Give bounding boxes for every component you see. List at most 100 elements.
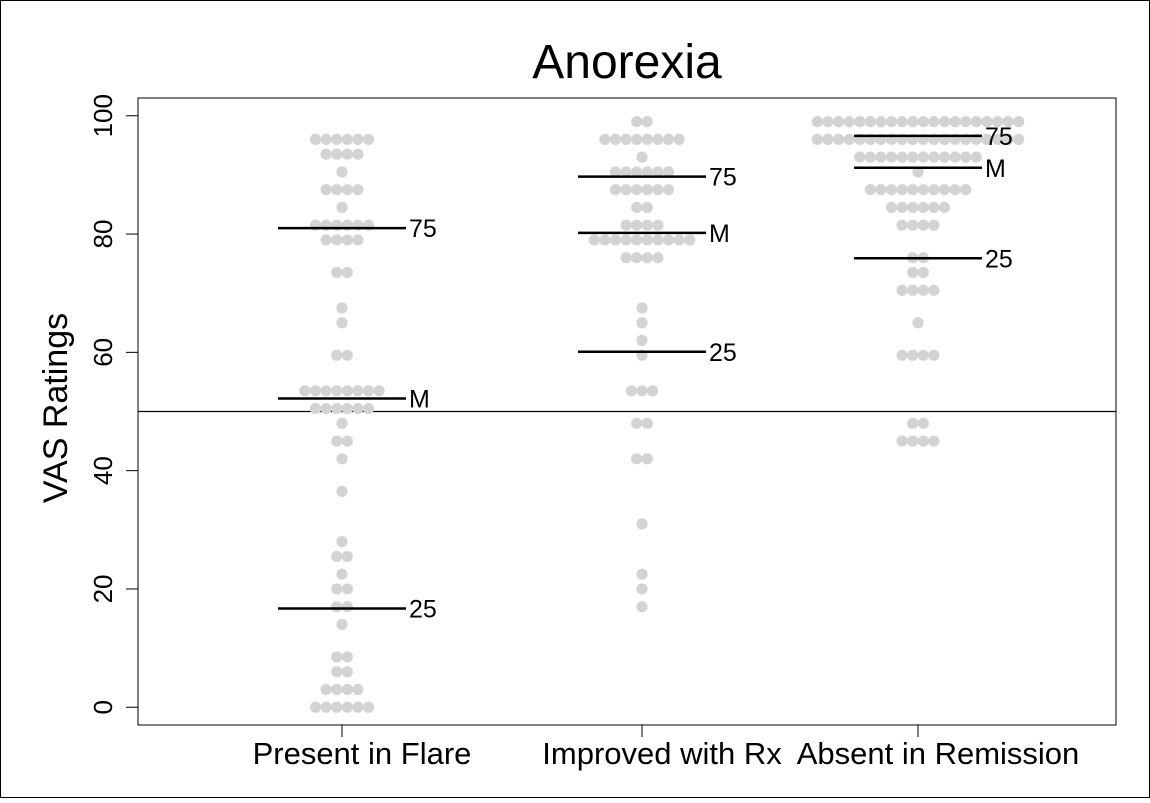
data-point bbox=[631, 417, 643, 429]
data-point bbox=[362, 385, 375, 397]
y-tick-label: 80 bbox=[88, 220, 118, 249]
data-point bbox=[907, 284, 919, 296]
data-point bbox=[875, 116, 887, 128]
data-point bbox=[854, 151, 866, 163]
data-point bbox=[336, 166, 348, 178]
data-point bbox=[341, 133, 353, 146]
data-point bbox=[636, 151, 648, 163]
data-point bbox=[299, 385, 311, 397]
data-point bbox=[938, 116, 951, 128]
data-point bbox=[981, 116, 993, 128]
summary-line-label: M bbox=[985, 155, 1006, 183]
data-point bbox=[331, 601, 343, 613]
data-point bbox=[662, 234, 675, 246]
data-point bbox=[320, 184, 332, 196]
data-point bbox=[609, 166, 622, 178]
data-point bbox=[843, 133, 855, 146]
data-point bbox=[907, 349, 919, 361]
data-point bbox=[631, 201, 643, 214]
data-point bbox=[1013, 133, 1025, 146]
data-point bbox=[631, 453, 643, 465]
data-point bbox=[352, 234, 364, 246]
data-point bbox=[662, 184, 675, 196]
data-point bbox=[341, 349, 353, 361]
data-point bbox=[641, 234, 653, 246]
data-point bbox=[352, 683, 364, 696]
data-point bbox=[896, 151, 908, 163]
summary-line-label: 75 bbox=[709, 164, 737, 192]
data-point bbox=[620, 234, 632, 246]
data-point bbox=[832, 116, 845, 128]
data-point bbox=[336, 536, 348, 548]
data-point bbox=[917, 219, 929, 231]
data-point bbox=[917, 435, 929, 447]
data-point bbox=[1002, 133, 1014, 146]
data-point bbox=[822, 133, 834, 146]
data-point bbox=[631, 252, 643, 264]
data-point bbox=[896, 435, 908, 447]
data-point bbox=[896, 201, 908, 214]
data-point bbox=[631, 133, 643, 146]
data-point bbox=[320, 133, 332, 146]
data-point bbox=[352, 148, 364, 160]
data-point bbox=[331, 666, 343, 678]
data-point bbox=[331, 651, 343, 663]
data-point bbox=[320, 385, 332, 397]
data-point bbox=[843, 116, 855, 128]
data-point bbox=[928, 219, 940, 231]
data-point bbox=[907, 151, 919, 163]
data-point bbox=[991, 116, 1004, 128]
data-point bbox=[917, 349, 929, 361]
data-point bbox=[625, 385, 638, 397]
data-point bbox=[875, 184, 887, 196]
data-point bbox=[331, 701, 343, 713]
x-category-label: Absent in Remission bbox=[797, 736, 1080, 771]
data-point bbox=[331, 683, 343, 696]
data-point bbox=[641, 184, 653, 196]
data-point bbox=[320, 683, 332, 696]
summary-line-label: 25 bbox=[409, 595, 437, 623]
data-point bbox=[636, 568, 648, 580]
summary-line-label: 25 bbox=[709, 339, 737, 367]
data-point bbox=[907, 184, 919, 196]
data-point bbox=[620, 133, 632, 146]
data-point bbox=[917, 266, 929, 279]
data-point bbox=[331, 583, 343, 595]
data-point bbox=[341, 683, 353, 696]
data-point bbox=[362, 133, 375, 146]
data-point bbox=[949, 151, 961, 163]
data-point bbox=[320, 402, 332, 415]
data-point bbox=[896, 184, 908, 196]
data-point bbox=[875, 151, 887, 163]
data-point bbox=[331, 266, 343, 279]
data-point bbox=[652, 166, 664, 178]
data-point bbox=[341, 601, 353, 613]
data-point bbox=[970, 151, 982, 163]
data-point bbox=[949, 184, 961, 196]
data-point bbox=[331, 550, 343, 563]
data-point bbox=[885, 151, 898, 163]
data-point bbox=[641, 252, 653, 264]
data-point bbox=[907, 266, 919, 279]
data-point bbox=[636, 518, 648, 530]
data-point bbox=[636, 302, 648, 314]
data-point bbox=[917, 417, 929, 429]
data-point bbox=[641, 133, 653, 146]
data-point bbox=[662, 133, 675, 146]
data-point bbox=[928, 349, 940, 361]
summary-line-label: M bbox=[709, 220, 730, 248]
data-point bbox=[309, 402, 322, 415]
data-point bbox=[309, 133, 322, 146]
data-point bbox=[652, 219, 664, 231]
summary-line-label: M bbox=[409, 385, 430, 413]
data-point bbox=[928, 284, 940, 296]
data-point bbox=[309, 385, 322, 397]
data-point bbox=[341, 266, 353, 279]
data-point bbox=[949, 116, 961, 128]
data-point bbox=[832, 133, 845, 146]
data-point bbox=[320, 148, 332, 160]
data-point bbox=[641, 166, 653, 178]
x-category-label: Present in Flare bbox=[253, 736, 472, 771]
